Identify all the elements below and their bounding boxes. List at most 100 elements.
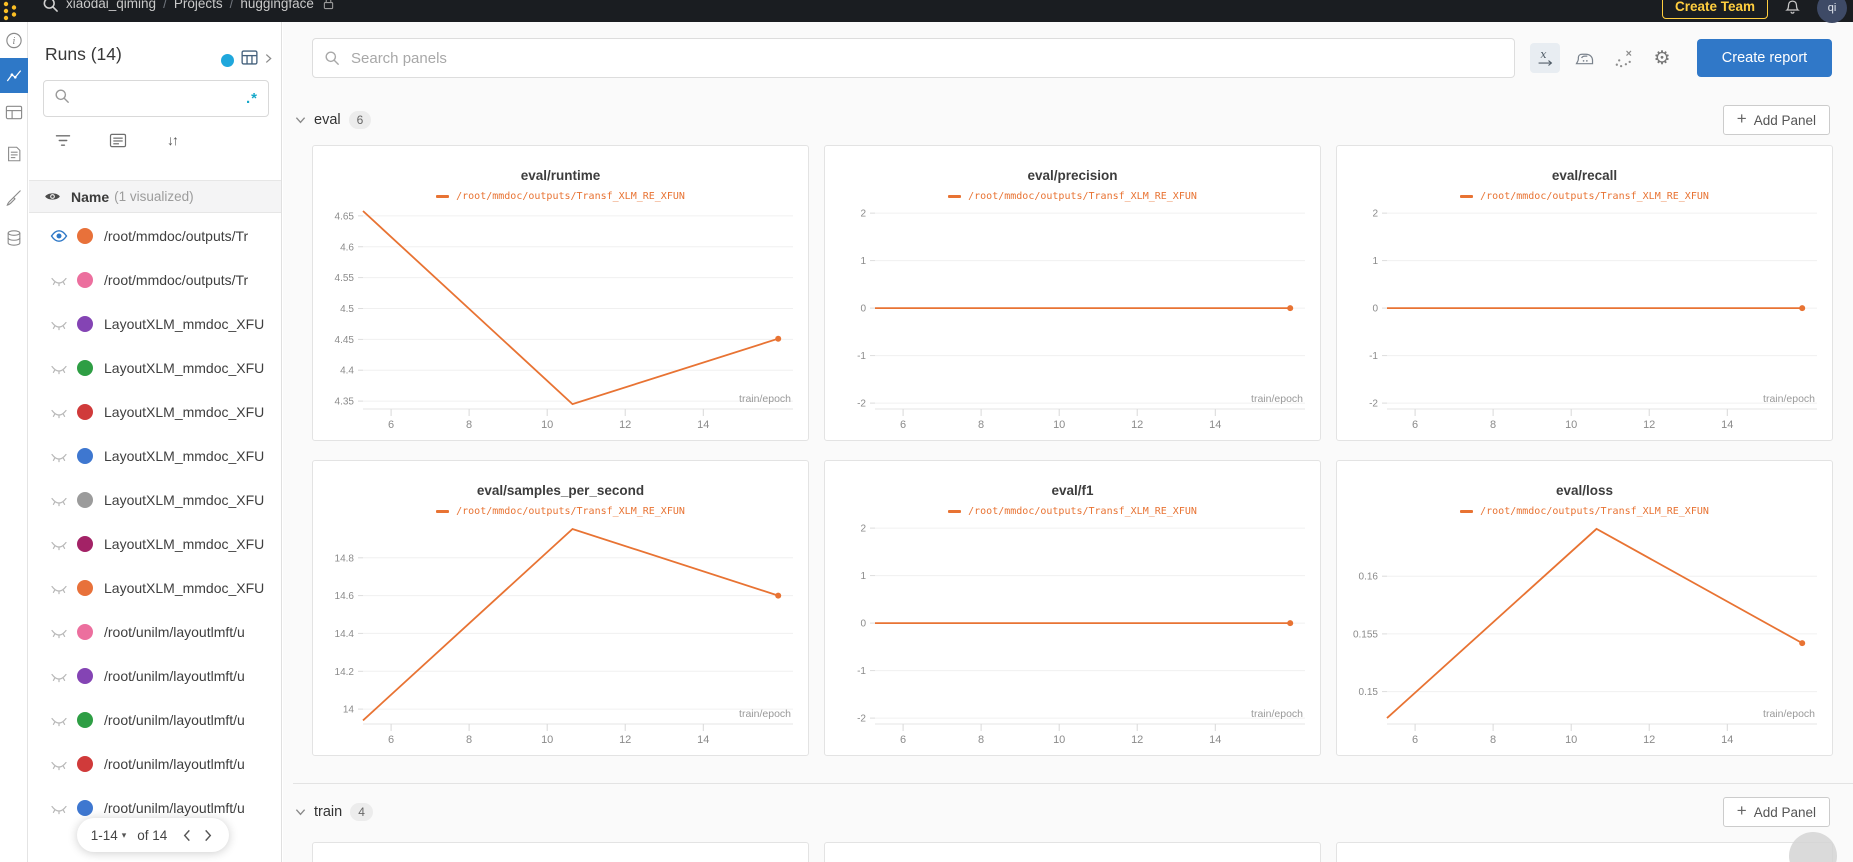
run-color-dot [77,756,93,772]
charts-workspace-tab-selected[interactable] [0,58,28,93]
run-color-dot [77,316,93,332]
run-row[interactable]: LayoutXLM_mmdoc_XFU [29,346,281,390]
eye-hidden-icon[interactable] [50,582,68,595]
svg-text:1: 1 [860,571,866,582]
run-row[interactable]: /root/unilm/layoutlmft/u [29,610,281,654]
avatar[interactable]: qi [1817,0,1847,23]
run-row[interactable]: LayoutXLM_mmdoc_XFU [29,566,281,610]
run-row[interactable]: LayoutXLM_mmdoc_XFU [29,522,281,566]
svg-text:6: 6 [388,734,394,746]
legend-line-swatch [436,194,450,198]
settings-gear-icon[interactable]: ⚙ [1653,47,1671,69]
chart-panel[interactable]: eval/runtime/root/mmdoc/outputs/Transf_X… [312,145,809,441]
add-panel-button[interactable]: + Add Panel [1722,105,1830,135]
run-row[interactable]: /root/unilm/layoutlmft/u [29,698,281,742]
chart-panel[interactable]: eval/f1/root/mmdoc/outputs/Transf_XLM_RE… [824,460,1321,756]
smoothing-iron-icon[interactable] [1569,43,1599,73]
svg-text:14.8: 14.8 [335,553,355,564]
visibility-eye-icon[interactable] [44,189,61,205]
breadcrumb-section[interactable]: Projects [173,0,223,11]
eye-hidden-icon[interactable] [50,714,68,727]
chart-panel[interactable]: eval/samples_per_second/root/mmdoc/outpu… [312,460,809,756]
chart-panel[interactable] [1336,842,1833,862]
run-row[interactable]: /root/unilm/layoutlmft/u [29,786,281,830]
create-team-button[interactable]: Create Team [1661,0,1768,19]
global-search-icon[interactable] [42,0,59,18]
expand-table-chevron-icon[interactable] [265,51,272,69]
x-axis-settings-icon[interactable]: x [1530,43,1560,73]
eye-hidden-icon[interactable] [50,450,68,463]
run-row[interactable]: LayoutXLM_mmdoc_XFU [29,478,281,522]
logs-tab-icon[interactable] [5,145,23,163]
run-color-dot [77,228,93,244]
eye-hidden-icon[interactable] [50,758,68,771]
run-row[interactable]: LayoutXLM_mmdoc_XFU [29,390,281,434]
prev-page-button[interactable] [180,829,194,842]
run-row[interactable]: LayoutXLM_mmdoc_XFU [29,434,281,478]
breadcrumb-entity[interactable]: xiaodai_qiming [66,0,157,11]
chart-panel[interactable]: eval/recall/root/mmdoc/outputs/Transf_XL… [1336,145,1833,441]
section-eval-toggle[interactable]: eval 6 [295,111,372,129]
eye-hidden-icon[interactable] [50,318,68,331]
train-panels-grid [312,842,1833,862]
chart-title: eval/loss [1555,483,1614,498]
run-row[interactable]: /root/unilm/layoutlmft/u [29,654,281,698]
section-label: eval [314,112,341,128]
table-tab-icon[interactable] [4,103,23,122]
create-report-button[interactable]: Create report [1697,39,1832,77]
eye-hidden-icon[interactable] [50,274,68,287]
svg-text:-1: -1 [857,351,866,362]
breadcrumb-separator: / [229,0,234,11]
chart-panel[interactable]: eval/precision/root/mmdoc/outputs/Transf… [824,145,1321,441]
eye-hidden-icon[interactable] [50,626,68,639]
run-row[interactable]: /root/mmdoc/outputs/Tr [29,214,281,258]
lock-icon [323,0,334,13]
svg-text:x: x [1540,48,1547,61]
run-row[interactable]: /root/mmdoc/outputs/Tr [29,258,281,302]
sweeps-broom-icon[interactable] [4,188,23,207]
chart-plot: 0.16 0.155 0.15 6 8 10 12 14 train/epoch [1353,527,1817,746]
search-panels-input[interactable] [312,38,1515,78]
filter-funnel-icon[interactable] [55,134,71,147]
svg-text:0.155: 0.155 [1353,629,1378,640]
regex-toggle-icon[interactable]: .* [245,90,258,107]
runs-pagination: 1-14 ▾ of 14 [77,818,229,852]
section-train-toggle[interactable]: train 4 [295,803,373,821]
line-chart-icon [6,69,22,81]
breadcrumb: xiaodai_qiming / Projects / huggingface [66,0,334,13]
next-page-button[interactable] [201,829,215,842]
svg-text:10: 10 [1565,734,1577,746]
add-panel-button[interactable]: + Add Panel [1722,797,1830,827]
sort-icon[interactable]: ↓↑ [167,132,179,148]
svg-text:train/epoch: train/epoch [739,393,791,405]
page-range-dropdown[interactable]: 1-14 ▾ [91,828,127,843]
eye-hidden-icon[interactable] [50,802,68,815]
run-search-box[interactable]: .* [43,80,269,117]
svg-text:14: 14 [697,419,709,431]
svg-text:14: 14 [1209,734,1221,746]
overview-info-icon[interactable]: i [4,31,23,50]
svg-text:12: 12 [1131,419,1143,431]
group-list-icon[interactable] [109,133,127,148]
chart-panel[interactable]: eval/loss/root/mmdoc/outputs/Transf_XLM_… [1336,460,1833,756]
chart-title: eval/recall [1551,168,1618,183]
run-row[interactable]: LayoutXLM_mmdoc_XFU [29,302,281,346]
run-search-input[interactable] [70,90,246,107]
eye-hidden-icon[interactable] [50,670,68,683]
floating-action-circle[interactable] [1789,832,1837,862]
artifacts-database-icon[interactable] [5,229,23,247]
notifications-bell-icon[interactable] [1784,0,1801,21]
chart-panel[interactable] [312,842,809,862]
eye-hidden-icon[interactable] [50,494,68,507]
run-color-dot [77,536,93,552]
eye-hidden-icon[interactable] [50,538,68,551]
chart-panel[interactable] [824,842,1321,862]
outliers-scatter-icon[interactable] [1608,43,1638,73]
breadcrumb-project[interactable]: huggingface [240,0,314,11]
wandb-logo-icon[interactable] [3,1,19,26]
eye-visible-icon[interactable] [50,230,68,242]
eye-hidden-icon[interactable] [50,406,68,419]
eye-hidden-icon[interactable] [50,362,68,375]
run-row[interactable]: /root/unilm/layoutlmft/u [29,742,281,786]
runs-table-icon[interactable] [241,49,258,71]
